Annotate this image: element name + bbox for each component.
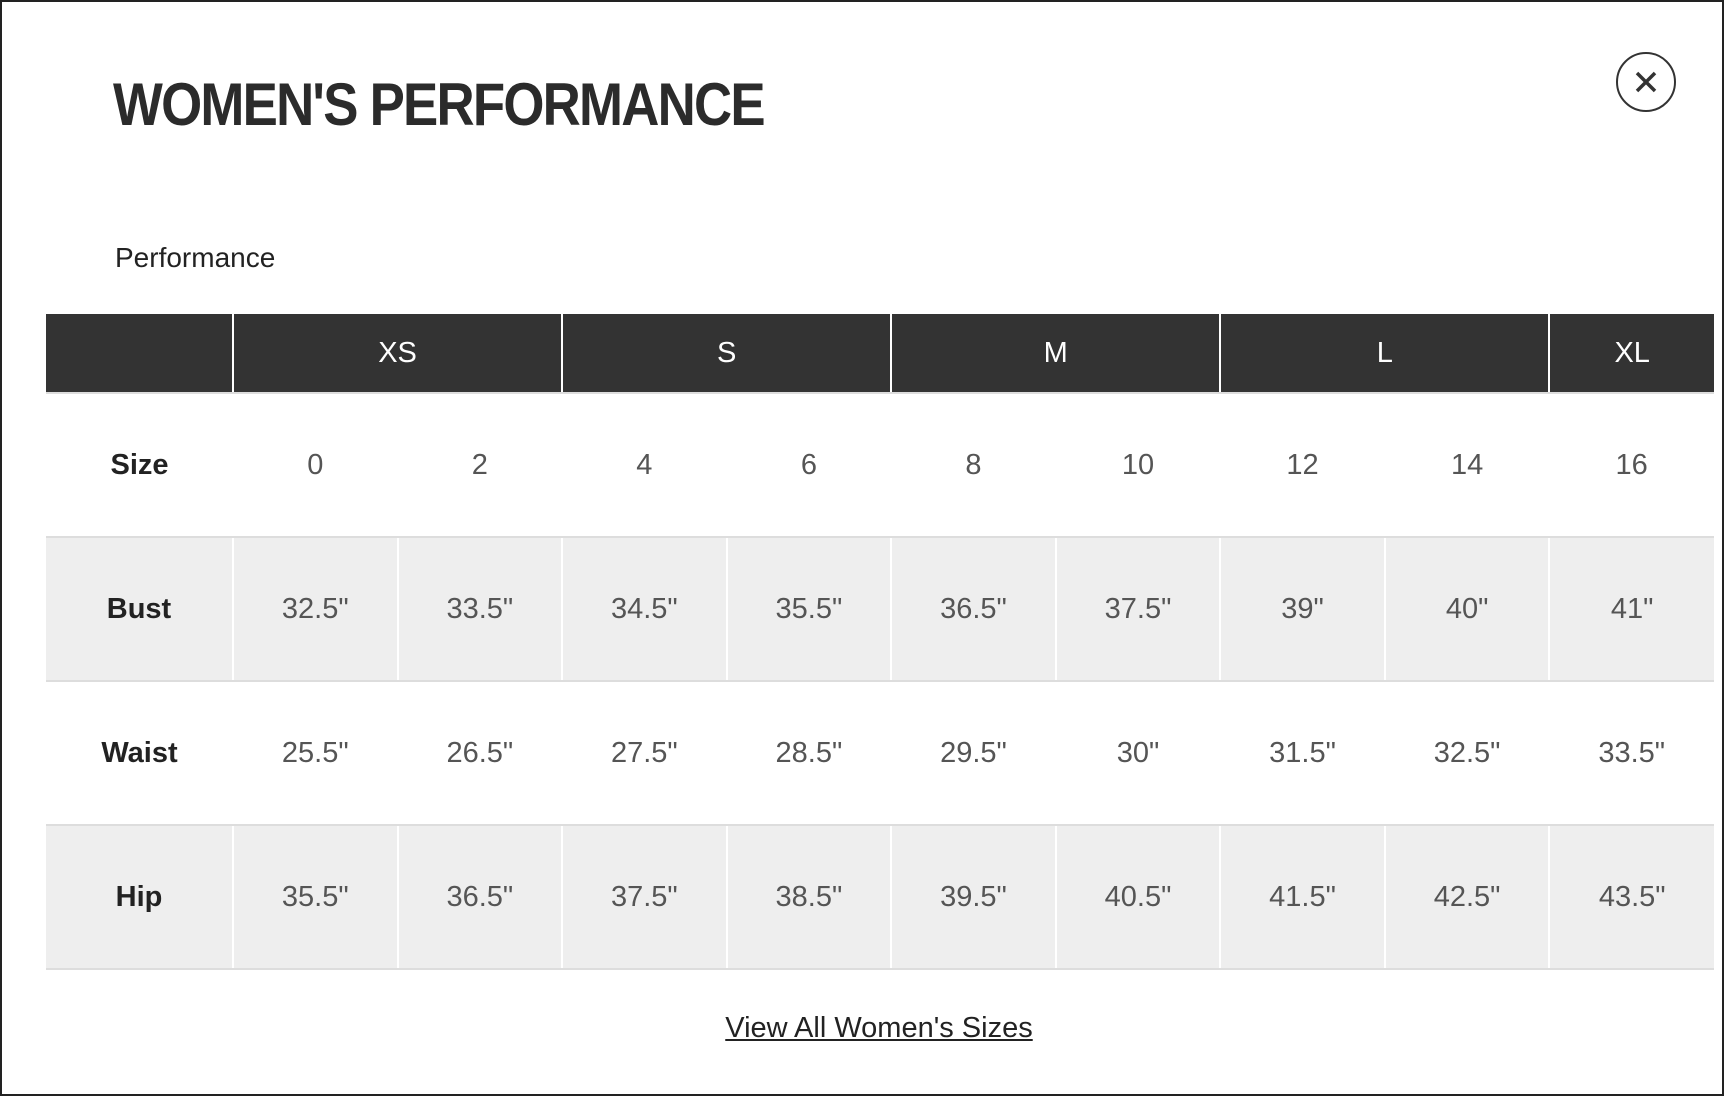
cell: 40" (1383, 537, 1550, 682)
cell: 33.5" (396, 537, 563, 682)
row-label: Waist (46, 681, 233, 826)
cell: 26.5" (397, 681, 563, 826)
cell: 31.5" (1220, 681, 1385, 826)
group-row: XS S M L XL (46, 314, 1714, 394)
cell: 33.5" (1549, 681, 1714, 826)
cell: 32.5" (232, 537, 398, 682)
cell: 28.5" (726, 681, 892, 826)
cell: 2 (397, 393, 563, 538)
cell: 0 (233, 393, 398, 538)
cell: 34.5" (561, 537, 727, 682)
modal-title: WOMEN'S PERFORMANCE (113, 71, 766, 138)
cell: 35.5" (725, 537, 892, 682)
table-row: Size 0 2 4 6 8 10 12 14 16 (46, 393, 1714, 538)
cell: 16 (1549, 393, 1714, 538)
group-header: M (890, 314, 1221, 394)
cell: 4 (562, 393, 727, 538)
cell: 38.5" (725, 825, 892, 970)
cell: 25.5" (233, 681, 398, 826)
view-all-link[interactable]: View All Women's Sizes (725, 1012, 1033, 1044)
row-label: Hip (46, 825, 233, 970)
cell: 27.5" (562, 681, 727, 826)
size-table: XS S M L XL Size 0 2 4 6 8 10 12 14 16 Bust 32.5" 33… (46, 314, 1714, 970)
cell: 37.5" (561, 825, 727, 970)
cell: 41" (1548, 537, 1714, 682)
group-header: XS (231, 314, 563, 394)
cell: 14 (1384, 393, 1550, 538)
cell: 39" (1219, 537, 1385, 682)
cell: 40.5" (1054, 825, 1221, 970)
cell: 30" (1055, 681, 1221, 826)
group-header: XL (1548, 314, 1714, 394)
cell: 6 (726, 393, 892, 538)
cell: 10 (1055, 393, 1221, 538)
cell: 8 (891, 393, 1056, 538)
cell: 37.5" (1054, 537, 1221, 682)
row-label: Size (46, 393, 233, 538)
close-button[interactable] (1616, 52, 1676, 112)
close-icon (1635, 71, 1657, 93)
table-row: Waist 25.5" 26.5" 27.5" 28.5" 29.5" 30" 31.5" 32… (46, 681, 1714, 826)
cell: 36.5" (890, 537, 1056, 682)
table-row: Hip 35.5" 36.5" 37.5" 38.5" 39.5" 40.5" 41.5" 42… (46, 825, 1714, 970)
cell: 39.5" (890, 825, 1056, 970)
row-label: Bust (46, 537, 233, 682)
cell: 12 (1220, 393, 1385, 538)
cell: 42.5" (1383, 825, 1550, 970)
subtitle: Performance (115, 242, 276, 273)
group-header: L (1219, 314, 1550, 394)
cell: 35.5" (232, 825, 398, 970)
cell: 36.5" (396, 825, 563, 970)
cell: 43.5" (1548, 825, 1714, 970)
cell: 32.5" (1384, 681, 1550, 826)
cell: 29.5" (891, 681, 1056, 826)
cell: 41.5" (1219, 825, 1385, 970)
group-header: S (561, 314, 892, 394)
table-row: Bust 32.5" 33.5" 34.5" 35.5" 36.5" 37.5" 39" 40"… (46, 537, 1714, 682)
corner-cell (46, 314, 233, 394)
